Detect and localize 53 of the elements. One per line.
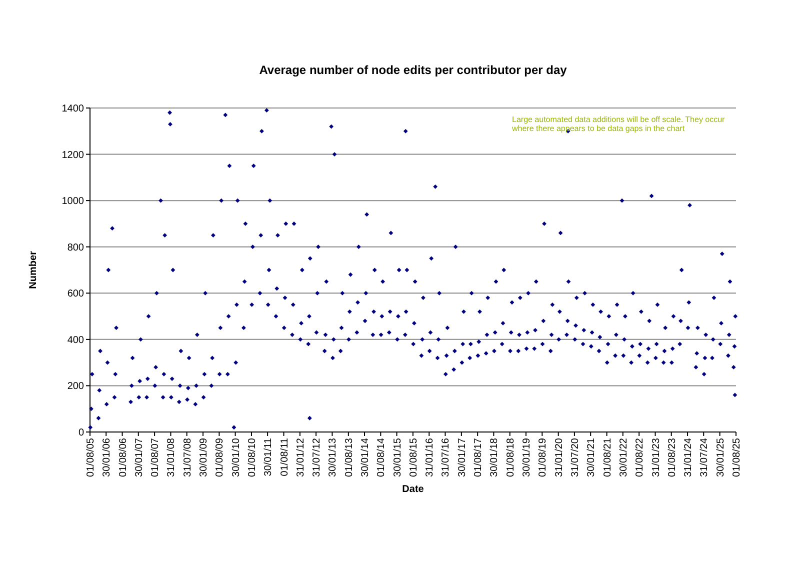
x-tick-label: 01/08/09 [214, 438, 226, 477]
y-tick-label: 1400 [62, 104, 84, 114]
x-tick-label: 30/01/19 [521, 438, 532, 477]
x-tick-label: 01/08/23 [666, 438, 678, 477]
x-tick-label: 01/08/17 [473, 438, 484, 477]
x-tick-label: 31/07/08 [182, 438, 194, 477]
x-tick-label: 01/08/19 [538, 438, 549, 477]
x-tick-label: 30/01/13 [328, 438, 339, 477]
x-tick-label: 30/01/18 [489, 438, 500, 477]
y-tick-label: 200 [67, 381, 84, 392]
x-tick-label: 31/07/24 [699, 438, 710, 477]
x-axis-title: Date [402, 484, 424, 495]
x-tick-label: 01/08/13 [344, 438, 355, 477]
x-tick-label: 30/01/22 [618, 438, 630, 477]
x-tick-label: 31/01/12 [295, 438, 306, 477]
x-tick-label: 30/01/07 [134, 438, 145, 477]
x-tick-label: 01/08/06 [118, 438, 129, 477]
x-tick-label: 01/08/22 [634, 438, 646, 477]
x-tick-label: 30/01/09 [198, 438, 210, 477]
y-tick-label: 0 [78, 428, 84, 438]
x-tick-label: 01/08/10 [246, 438, 258, 477]
x-tick-label: 31/01/16 [424, 438, 436, 477]
y-tick-label: 1000 [62, 196, 84, 208]
x-tick-label: 31/07/20 [570, 438, 581, 477]
x-tick-label: 01/08/05 [86, 438, 96, 477]
y-tick-label: 600 [67, 288, 84, 300]
x-tick-label: 01/08/15 [408, 438, 420, 477]
x-tick-label: 30/01/11 [263, 438, 274, 476]
y-tick-label: 400 [67, 334, 84, 346]
x-tick-label: 30/01/14 [360, 438, 371, 477]
x-tick-label: 30/01/21 [586, 438, 598, 477]
x-tick-label: 01/08/18 [505, 438, 516, 477]
y-tick-label: 1200 [62, 150, 84, 161]
x-tick-label: 01/08/14 [376, 438, 388, 477]
annotation: Large automated data additions will be off scale. They occur where there appears to be data gaps in the chart [511, 115, 726, 133]
x-tick-label: 30/01/15 [392, 438, 404, 477]
y-tick-label: 800 [67, 242, 84, 254]
x-tick-label: 31/01/20 [554, 438, 565, 477]
x-tick-label: 31/01/23 [650, 438, 662, 477]
x-tick-label: 30/01/06 [102, 438, 113, 477]
x-tick-label: 01/08/07 [150, 438, 162, 477]
x-tick-label: 30/01/17 [456, 438, 468, 477]
x-tick-label: 01/08/21 [602, 438, 614, 477]
x-tick-label: 31/01/24 [683, 438, 694, 477]
x-tick-label: 31/07/12 [312, 438, 323, 477]
x-tick-label: 31/01/08 [166, 438, 178, 477]
x-tick-label: 30/01/25 [715, 438, 726, 477]
x-tick-label: 01/08/25 [732, 438, 742, 477]
x-tick-label: 30/01/10 [230, 438, 242, 477]
y-axis-title: Number [28, 251, 39, 289]
chart-title: Average number of node edits per contributor per day [259, 63, 568, 77]
x-tick-label: 01/08/11 [279, 438, 290, 476]
x-tick-label: 31/07/16 [440, 438, 452, 477]
